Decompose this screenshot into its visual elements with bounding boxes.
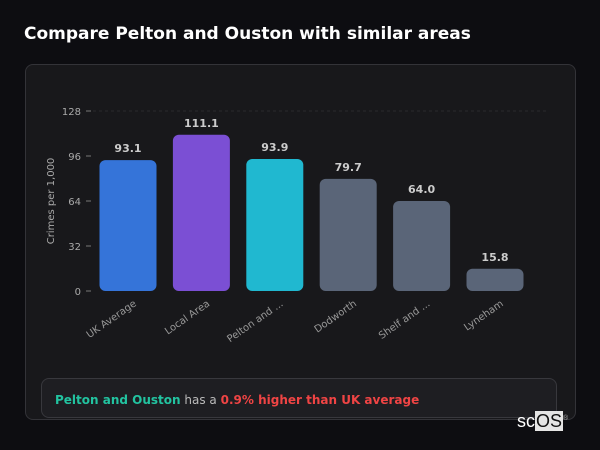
y-tick-label: 0 — [75, 287, 81, 298]
x-tick-label: UK Average — [85, 298, 139, 340]
y-tick-label: 96 — [68, 152, 81, 163]
x-tick-label: Lyneham — [462, 298, 505, 333]
x-tick-label: Pelton and ... — [225, 298, 285, 345]
difference-text: 0.9% higher than UK average — [220, 393, 420, 407]
comparison-summary: Pelton and Ouston has a 0.9% higher than… — [41, 378, 557, 418]
chart-card: 0 32 64 96 128 Crimes per 1,000 93.1 UK Average… — [25, 64, 576, 420]
summary-text: has a — [184, 393, 217, 407]
data-label: 93.9 — [261, 141, 288, 154]
bar — [246, 158, 304, 291]
y-axis-label: Crimes per 1,000 — [46, 158, 57, 245]
data-label: 93.1 — [114, 142, 141, 155]
x-tick-label: Shelf and ... — [377, 298, 432, 341]
bar — [99, 160, 157, 291]
y-tick-label: 64 — [68, 197, 81, 208]
page-title: Compare Pelton and Ouston with similar a… — [24, 24, 471, 44]
area-name: Pelton and Ouston — [55, 393, 181, 407]
bar — [172, 134, 230, 291]
bar — [466, 268, 524, 291]
data-label: 15.8 — [481, 251, 508, 264]
data-label: 79.7 — [335, 161, 362, 174]
y-tick-label: 32 — [68, 242, 81, 253]
data-label: 111.1 — [184, 117, 219, 130]
data-label: 64.0 — [408, 183, 435, 196]
bar — [393, 201, 451, 291]
bar-chart: 0 32 64 96 128 Crimes per 1,000 93.1 UK Average… — [46, 107, 546, 345]
bar — [319, 178, 377, 291]
x-tick-label: Local Area — [163, 298, 212, 337]
x-tick-label: Dodworth — [313, 298, 359, 335]
logo: scOS® — [517, 411, 569, 431]
y-tick-label: 128 — [62, 107, 81, 118]
